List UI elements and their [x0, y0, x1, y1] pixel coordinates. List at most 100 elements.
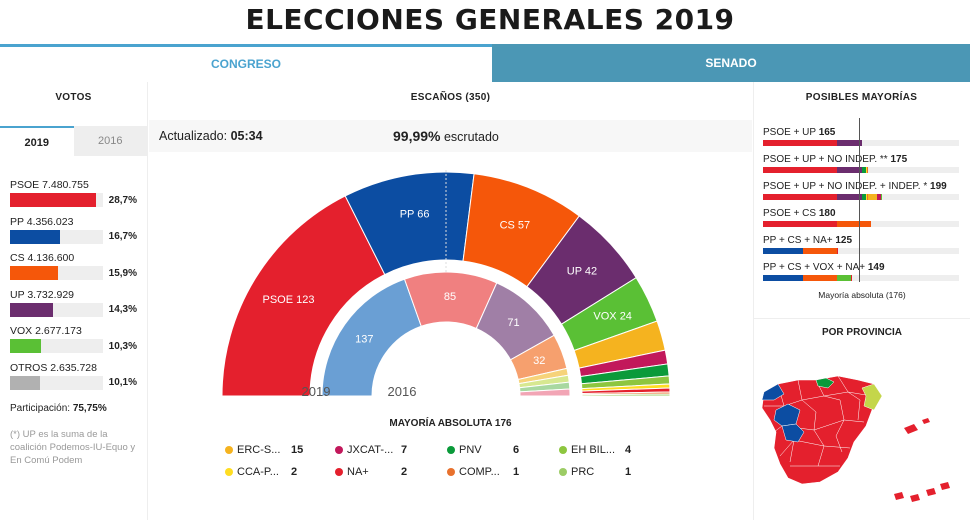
majority-threshold-line	[859, 118, 860, 282]
map-canary-2	[910, 494, 920, 502]
majority-bar-segment	[763, 221, 837, 227]
majority-bar-segment	[865, 194, 867, 200]
year-tab-2016[interactable]: 2016	[73, 126, 147, 156]
majority-bar-segment	[881, 194, 883, 200]
footnote: (*) UP es la suma de la coalición Podemo…	[10, 429, 136, 466]
vote-row: UP 3.732.929 14,3%	[10, 288, 137, 325]
majority-label: PSOE + UP + NO INDEP. ** 175	[763, 154, 908, 165]
vote-bar-track	[10, 193, 104, 207]
vote-bar-fill	[10, 229, 61, 244]
vote-pct: 10,1%	[108, 377, 137, 388]
majority-row: PSOE + CS 180	[763, 207, 963, 234]
majority-row: PSOE + UP + NO INDEP. ** 175	[763, 153, 963, 180]
majority-bar-segment	[763, 275, 803, 281]
map-canary-1	[894, 492, 904, 500]
legend-dot	[447, 446, 455, 454]
legend-dot	[335, 446, 343, 454]
vote-label: CS 4.136.600	[10, 252, 75, 264]
seat-label: VOX 24	[593, 311, 632, 323]
vote-bar-row: 10,1%	[10, 375, 137, 391]
map-region-green	[815, 377, 835, 389]
majority-note: Mayoría absoluta (176)	[818, 290, 906, 300]
legend-dot	[225, 468, 233, 476]
vote-bar-track	[10, 339, 104, 353]
votes-panel: VOTOS 2019 2016 PSOE 7.480.755 28,7% PP 4.…	[0, 82, 148, 520]
scrutiny-status: 99,99% escrutado	[393, 120, 499, 153]
status-row: Actualizado: 05:34 99,99% escrutado	[149, 120, 752, 152]
majority-bar-segment	[836, 275, 852, 281]
vote-bar-fill	[10, 266, 58, 280]
vote-bar-fill	[10, 193, 97, 207]
majority-bar-segment	[836, 221, 871, 227]
seat-label: PP 66	[400, 209, 430, 221]
legend-dot	[559, 446, 567, 454]
vote-bar-row: 10,3%	[10, 338, 137, 354]
legend-party: ERC-S...	[237, 444, 281, 456]
legend-item: PRC 1	[559, 464, 631, 480]
majority-bar-segment	[866, 167, 868, 173]
seat-slice-2019-prc[interactable]	[581, 393, 671, 397]
legend-seats: 15	[291, 444, 304, 456]
majority-bar-segment	[866, 194, 868, 200]
majority-label: PP + CS + VOX + NA+ 149	[763, 262, 885, 273]
majority-bar-segment	[836, 167, 862, 173]
majority-bar-segment	[877, 194, 882, 200]
majority-bar	[763, 140, 959, 146]
page-title: ELECCIONES GENERALES 2019	[245, 3, 735, 36]
vote-pct: 14,3%	[108, 304, 137, 315]
vote-row: PP 4.356.023 16,7%	[10, 215, 137, 252]
tab-senado[interactable]: SENADO	[492, 44, 970, 82]
majority-row: PSOE + UP 165	[763, 126, 963, 153]
legend-item: NA+ 2	[335, 464, 407, 480]
vote-bar-row: 16,7%	[10, 229, 137, 245]
votes-list: PSOE 7.480.755 28,7% PP 4.356.023 16,7% CS 4…	[0, 178, 147, 397]
vote-pct: 28,7%	[108, 194, 137, 206]
vote-label: OTROS 2.635.728	[10, 361, 97, 374]
vote-row: OTROS 2.635.728 10,1%	[10, 361, 137, 398]
participation-value: 75,75%	[72, 403, 107, 414]
legend-item: EH BIL... 4	[559, 442, 631, 458]
majority-bar-segment	[836, 140, 862, 146]
majority-bar-segment	[851, 275, 853, 281]
seat-label: PSOE 123	[262, 294, 314, 306]
majority-bar-segment	[802, 248, 837, 254]
legend-dot	[559, 468, 567, 476]
legend-seats: 1	[625, 466, 632, 478]
tab-congreso[interactable]: CONGRESO	[0, 44, 492, 82]
scrutiny-pct: 99,99%	[393, 128, 441, 144]
majority-bar-segment	[867, 167, 868, 173]
majority-bar-segment	[867, 194, 868, 200]
vote-row: VOX 2.677.173 10,3%	[10, 324, 137, 361]
majority-bar	[763, 275, 959, 281]
participation-label: Participación:	[10, 403, 71, 414]
map-canary-3	[926, 488, 936, 496]
vote-label: PP 4.356.023	[10, 215, 74, 228]
year-tab-2019[interactable]: 2019	[0, 126, 74, 156]
legend-seats: 2	[291, 466, 298, 478]
seats-panel: ESCAÑOS (350) Actualizado: 05:34 99,99% …	[149, 82, 752, 520]
majority-bar-segment	[862, 194, 866, 200]
votes-heading: VOTOS	[55, 92, 92, 103]
majority-bar-segment	[763, 248, 803, 254]
seat-label: 71	[507, 317, 519, 329]
seat-label: 32	[533, 355, 545, 367]
map-canary-4	[940, 482, 950, 490]
vote-bar-track	[10, 375, 104, 390]
map-region-blue-n	[761, 383, 785, 401]
provinces-heading: POR PROVINCIA	[754, 318, 970, 346]
majority-row: PP + CS + VOX + NA+ 149	[763, 261, 963, 288]
spain-province-map[interactable]	[754, 366, 970, 516]
vote-label: PSOE 7.480.755	[10, 179, 89, 191]
legend-seats: 4	[625, 444, 632, 456]
seat-slice-2016-otros[interactable]	[519, 388, 571, 397]
legend-dot	[225, 446, 233, 454]
legend-seats: 7	[401, 444, 408, 456]
vote-bar-fill	[10, 302, 54, 317]
legend-party: JXCAT-...	[347, 444, 394, 456]
legend-party: NA+	[347, 466, 369, 478]
vote-bar-fill	[10, 375, 41, 390]
seat-label: UP 42	[567, 266, 597, 278]
majorities-list: PSOE + UP 165 PSOE + UP + NO INDEP. ** 17…	[763, 126, 963, 288]
vote-pct: 15,9%	[108, 267, 137, 279]
legend-item: CCA-P... 2	[225, 464, 297, 480]
